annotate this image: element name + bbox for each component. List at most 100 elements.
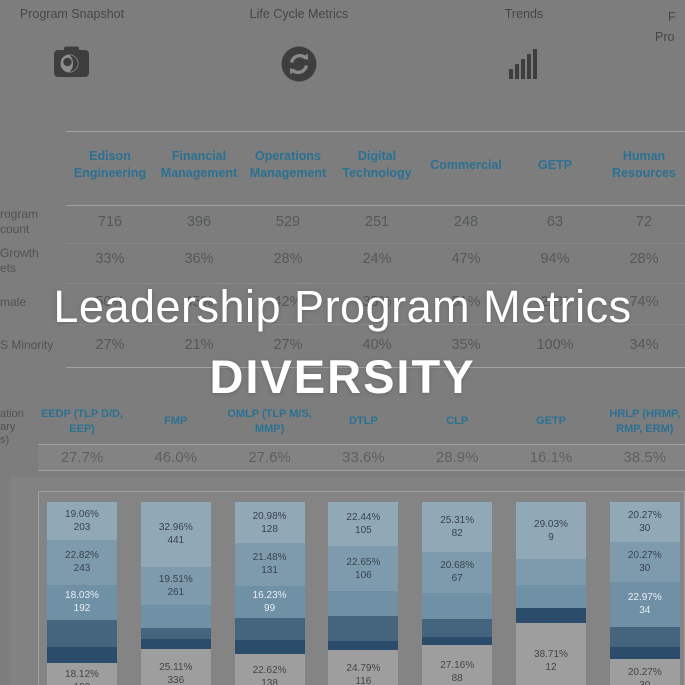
- bar-segment-label: 27.16% 88: [440, 660, 475, 685]
- bar-OMLP: 20.98% 128 21.48% 131 16.23% 99 22.62% 138: [234, 502, 305, 685]
- table-cell: 27.6%: [248, 449, 291, 466]
- bar-segment-FMP[interactable]: [140, 627, 211, 639]
- bar-segment-EEDP[interactable]: 19.06% 203: [47, 502, 117, 540]
- bar-segment-FMP[interactable]: [140, 605, 211, 628]
- column-header: Digital Technology: [342, 149, 412, 180]
- nav-item-clipped[interactable]: F Pro: [655, 7, 685, 47]
- nav-label: Trends: [504, 7, 544, 21]
- bar-segment-label: 19.06% 203: [65, 508, 99, 533]
- bar-segment-DTLP[interactable]: [328, 616, 399, 642]
- table-cell: 50%: [95, 294, 125, 310]
- bar-segment-CLP[interactable]: 20.68% 67: [422, 551, 493, 593]
- table-cell: 27%: [95, 337, 125, 353]
- bar-segment-OMLP[interactable]: 16.23% 99: [234, 585, 305, 618]
- bar-segment-GETP[interactable]: 29.03% 9: [516, 502, 586, 560]
- bar-segment-FMP[interactable]: 19.51% 261: [140, 566, 211, 606]
- bar-segment-DTLP[interactable]: [328, 641, 399, 651]
- bar-segment-DTLP[interactable]: [328, 590, 399, 617]
- table-cell: 21%: [184, 337, 214, 353]
- bar-segment-DTLP[interactable]: 22.65% 106: [328, 546, 399, 591]
- bar-segment-HRLP[interactable]: [609, 647, 680, 660]
- bar-segment-OMLP[interactable]: 22.62% 138: [234, 654, 305, 685]
- table-cell: 35%: [451, 337, 481, 353]
- bar-segment-label: 22.82% 243: [65, 550, 99, 575]
- table-cell: 63: [546, 214, 564, 230]
- bar-segment-label: 29.03% 9: [534, 518, 568, 543]
- column-header: Operations Management: [249, 149, 327, 180]
- bar-segment-GETP[interactable]: [516, 608, 586, 623]
- divider: [66, 131, 685, 132]
- table-cell: 40%: [362, 337, 392, 353]
- bar-segment-label: 18.12%193: [65, 669, 99, 685]
- bar-segment-label: 20.27%30: [627, 509, 662, 534]
- bar-segment-CLP[interactable]: [422, 619, 493, 637]
- bar-segment-label: 32.96% 441: [158, 522, 193, 547]
- nav-item-trends[interactable]: Trends: [454, 7, 594, 79]
- bar-segment-label: 38.71% 12: [534, 648, 568, 673]
- bar-EEDP: 19.06%203 22.82%243 18.03%192 18.12%193: [47, 502, 117, 685]
- row-label-fragment: male: [0, 295, 27, 309]
- bar-HRLP: 20.27%30 20.27%30 22.97%34 20.27%30: [609, 502, 680, 685]
- bar-segment-CLP[interactable]: 27.16% 88: [422, 645, 493, 685]
- bar-segment-EEDP[interactable]: 22.82% 243: [47, 539, 117, 585]
- bar-segment-FMP[interactable]: [140, 638, 211, 650]
- table-cell: 27.7%: [60, 449, 104, 466]
- table-cell: 33%: [95, 251, 125, 267]
- bar-segment-GETP[interactable]: 38.71% 12: [516, 622, 586, 685]
- column-header: Edison Engineering: [73, 149, 147, 180]
- column-header: Human Resources: [612, 149, 676, 180]
- bar-segment-HRLP[interactable]: [609, 627, 680, 648]
- bar-segment-HRLP[interactable]: 20.27%30: [609, 502, 680, 542]
- divider: [66, 283, 685, 284]
- bar-segment-EEDP[interactable]: [47, 620, 117, 647]
- table-cell: 47%: [451, 251, 481, 267]
- column-header: GETP: [536, 415, 566, 428]
- bar-segment-OMLP[interactable]: 21.48% 131: [234, 543, 305, 586]
- table-cell: 28%: [273, 251, 303, 267]
- bar-DTLP: 22.44% 105 22.65% 106 24.79% 116: [328, 502, 399, 685]
- table-cell: 22%: [540, 294, 570, 310]
- bar-segment-label: 20.27%30: [627, 549, 662, 574]
- bar-segment-OMLP[interactable]: [234, 640, 305, 655]
- table-cell: 248: [453, 214, 479, 230]
- divider: [66, 205, 685, 206]
- row-label-fragment: ation ary s): [0, 408, 24, 446]
- bar-segment-DTLP[interactable]: 22.44% 105: [328, 502, 399, 547]
- nav-label-fragment: Pro: [655, 30, 675, 44]
- bar-segment-HRLP[interactable]: 20.27%30: [609, 541, 680, 582]
- table-cell: 28.9%: [435, 449, 479, 466]
- bar-segment-OMLP[interactable]: 20.98% 128: [234, 502, 305, 544]
- table-cell: 35%: [362, 294, 392, 310]
- bar-segment-FMP[interactable]: 25.11% 336: [140, 649, 211, 685]
- bar-segment-CLP[interactable]: [422, 592, 493, 620]
- bar-segment-label: 20.98% 128: [252, 510, 287, 535]
- nav-item-life-cycle-metrics[interactable]: Life Cycle Metrics: [229, 7, 369, 82]
- bar-segment-OMLP[interactable]: [234, 617, 305, 641]
- bar-segment-EEDP[interactable]: [47, 646, 117, 664]
- column-header: CLP: [446, 415, 469, 428]
- bar-segment-GETP[interactable]: [516, 584, 586, 609]
- bar-segment-FMP[interactable]: 32.96% 441: [140, 502, 211, 567]
- bar-segment-EEDP[interactable]: 18.12%193: [47, 663, 117, 685]
- nav-item-program-snapshot[interactable]: Program Snapshot: [2, 7, 142, 77]
- bar-segment-label: 22.97% 34: [627, 592, 662, 617]
- bar-segment-EEDP[interactable]: 18.03% 192: [47, 584, 117, 621]
- bar-segment-HRLP[interactable]: 22.97% 34: [609, 581, 680, 628]
- row-band: [38, 445, 685, 470]
- bar-segment-HRLP[interactable]: 20.27%30: [609, 659, 680, 685]
- table-cell: 529: [275, 214, 301, 230]
- bar-FMP: 32.96% 441 19.51% 261 25.11% 336: [140, 502, 211, 685]
- divider: [38, 444, 685, 445]
- bar-segment-GETP[interactable]: [516, 559, 586, 585]
- divider: [38, 470, 685, 471]
- bar-segment-CLP[interactable]: 25.31% 82: [422, 502, 493, 552]
- column-header: OMLP (TLP M/S, MMP): [227, 408, 312, 435]
- bar-segment-label: 19.51% 261: [158, 574, 193, 599]
- table-cell: 33.6%: [342, 449, 385, 466]
- row-label-fragment: Growth ets: [0, 246, 39, 275]
- column-header: GETP: [537, 157, 573, 172]
- bar-CLP: 25.31% 82 20.68% 67 27.16% 88: [422, 502, 493, 685]
- nav-label: Life Cycle Metrics: [249, 7, 349, 21]
- bar-segment-CLP[interactable]: [422, 636, 493, 646]
- bar-segment-DTLP[interactable]: 24.79% 116: [328, 650, 399, 685]
